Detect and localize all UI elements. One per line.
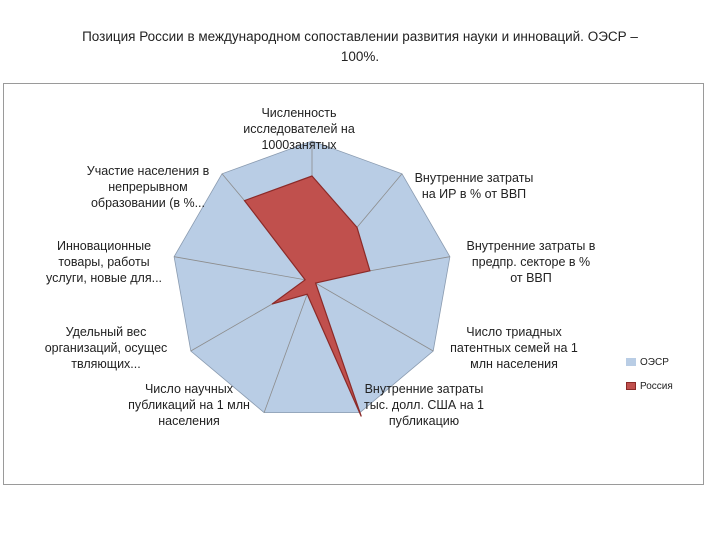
axis-label-innovative-goods: Инновационные товары, работы услуги, новые… bbox=[45, 239, 163, 285]
page-title-line2: 100%. bbox=[340, 49, 380, 64]
chart-frame: Численность исследователей на 1000занятых … bbox=[3, 83, 704, 485]
radar-chart bbox=[173, 140, 451, 417]
axis-label-publications: Число научных публикаций на 1 млн населени… bbox=[128, 382, 250, 428]
radar-spoke-3 bbox=[311, 280, 434, 352]
series-area-russia bbox=[243, 175, 371, 417]
legend-swatch-russia bbox=[626, 382, 636, 390]
chart-legend: ОЭСР Россия bbox=[626, 350, 673, 398]
axis-label-researchers: Численность исследователей на 1000занятых bbox=[243, 106, 355, 152]
axis-label-business-rnd: Внутренние затраты в предпр. секторе в % о… bbox=[466, 239, 596, 285]
legend-swatch-oecd bbox=[626, 358, 636, 366]
legend-item-russia: Россия bbox=[626, 374, 673, 398]
page-title-line1: Позиция России в международном сопоставл… bbox=[82, 29, 638, 44]
radar-spoke-7 bbox=[174, 256, 313, 282]
legend-label-oecd: ОЭСР bbox=[640, 356, 669, 368]
axis-label-cost-per-publication: Внутренние затраты тыс. долл. США на 1 пуб… bbox=[364, 382, 484, 428]
legend-label-russia: Россия bbox=[640, 380, 673, 392]
axis-label-triadic-patents: Число триадных патентных семей на 1 млн на… bbox=[450, 325, 578, 371]
axis-label-innovating-orgs: Удельный вес организаций, осущес твляющих.… bbox=[44, 325, 168, 371]
axis-label-lifelong-learning: Участие населения в непрерывном образовани… bbox=[86, 164, 210, 210]
page-title: Позиция России в международном сопоставл… bbox=[20, 27, 700, 67]
legend-item-oecd: ОЭСР bbox=[626, 350, 673, 374]
axis-label-rnd-gdp: Внутренние затраты на ИР в % от ВВП bbox=[414, 171, 534, 201]
radar-spoke-5 bbox=[263, 280, 313, 413]
